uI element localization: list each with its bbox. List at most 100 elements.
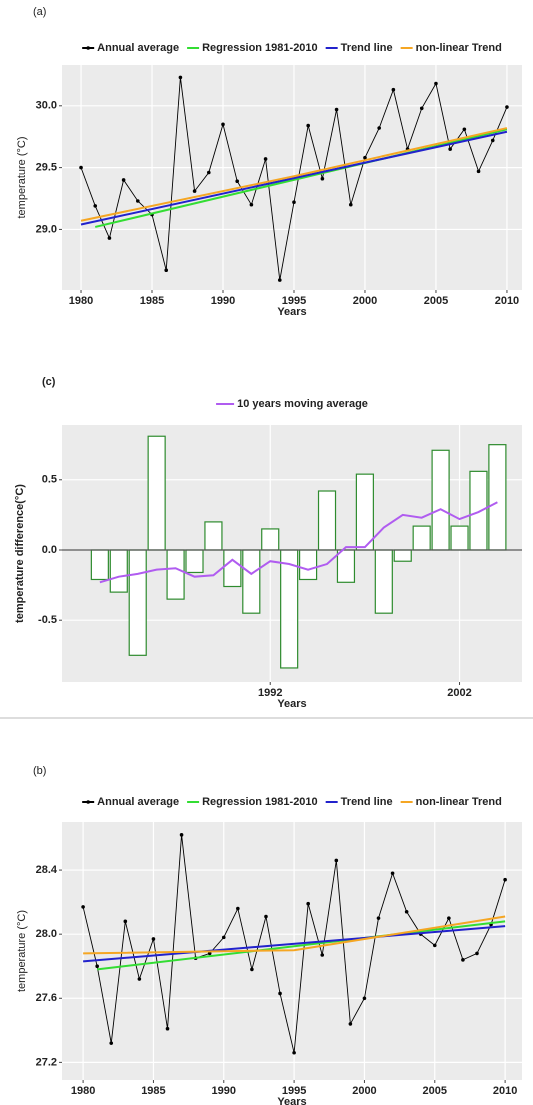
x-axis-label: Years: [277, 1096, 306, 1105]
point: [432, 943, 437, 948]
bar: [166, 549, 185, 600]
y-axis-label: temperature (°C): [16, 910, 28, 992]
point: [81, 905, 85, 909]
point: [404, 909, 409, 914]
bar: [261, 528, 280, 551]
legend-label: Trend line: [341, 796, 393, 808]
point: [277, 278, 282, 282]
legend-label: 10 years moving average: [237, 398, 368, 410]
legend: Annual average Regression 1981-2010 Trend …: [82, 796, 502, 808]
point: [292, 1050, 296, 1055]
point: [263, 157, 268, 161]
bar: [147, 435, 166, 551]
series-line: [94, 128, 508, 228]
point: [79, 165, 83, 170]
point: [434, 81, 438, 86]
point: [475, 951, 479, 956]
y-tick-label: 29.5: [36, 162, 57, 174]
x-tick-label: 2010: [493, 1085, 517, 1097]
bar: [431, 449, 450, 551]
bar: [223, 549, 242, 588]
series-line: [99, 501, 498, 584]
bar: [204, 521, 223, 551]
point: [121, 178, 126, 182]
point: [136, 199, 140, 203]
point: [448, 147, 452, 151]
bar: [450, 525, 469, 551]
series-line: [80, 130, 508, 226]
y-tick-label: 0.5: [42, 474, 57, 486]
bar: [374, 549, 393, 614]
x-tick-label: 1980: [69, 295, 93, 307]
y-tick-label: 28.4: [36, 864, 58, 876]
point: [363, 155, 367, 160]
point: [192, 189, 197, 193]
x-tick-label: 2005: [423, 1085, 447, 1097]
x-tick-label: 1995: [282, 295, 306, 307]
bar: [298, 549, 318, 581]
point: [462, 127, 467, 132]
point: [348, 202, 353, 207]
bar: [128, 549, 147, 656]
bar: [185, 549, 204, 574]
bar: [280, 549, 299, 669]
panel-label: (a): [33, 6, 46, 18]
point: [292, 200, 296, 205]
point: [95, 964, 99, 969]
point: [306, 901, 310, 906]
point: [278, 991, 282, 996]
legend-marker: [86, 46, 90, 50]
point: [334, 107, 339, 112]
point: [109, 1041, 114, 1045]
point: [362, 996, 367, 1001]
point: [391, 87, 396, 92]
legend: 10 years moving average: [216, 398, 368, 410]
point: [490, 138, 495, 143]
x-tick-label: 2002: [447, 687, 471, 699]
series-line: [83, 915, 506, 955]
panel-label: (b): [33, 765, 46, 777]
x-tick-label: 1995: [282, 1085, 306, 1097]
point: [306, 123, 310, 128]
point: [264, 914, 268, 919]
x-tick-label: 1985: [141, 1085, 165, 1097]
bar: [412, 525, 431, 551]
series-line: [80, 127, 508, 222]
point: [461, 958, 465, 962]
point: [236, 906, 240, 911]
point: [93, 204, 98, 208]
bar: [242, 549, 261, 614]
legend-label: Trend line: [341, 42, 393, 54]
point: [207, 170, 211, 175]
point: [320, 176, 325, 181]
bar: [109, 549, 128, 593]
point: [505, 105, 509, 109]
legend-label: non-linear Trend: [416, 796, 502, 808]
point: [179, 833, 184, 837]
point: [376, 916, 381, 920]
legend-marker: [86, 800, 90, 804]
y-tick-label: 0.0: [42, 544, 57, 556]
x-tick-label: 1990: [212, 1085, 236, 1097]
point: [221, 122, 225, 127]
point: [235, 179, 239, 184]
point: [348, 1022, 353, 1026]
point: [178, 75, 183, 80]
legend-label: Regression 1981-2010: [202, 42, 318, 54]
point: [250, 967, 254, 972]
x-tick-label: 1980: [71, 1085, 95, 1097]
point: [164, 268, 169, 273]
y-tick-label: 28.0: [36, 928, 57, 940]
point: [151, 937, 156, 941]
x-tick-label: 1985: [140, 295, 164, 307]
legend-label: non-linear Trend: [416, 42, 502, 54]
bar: [317, 490, 337, 551]
legend-label: Annual average: [97, 42, 179, 54]
panel-label: (c): [42, 376, 56, 388]
legend-label: Annual average: [97, 796, 179, 808]
series-line: [83, 925, 506, 963]
series-line: [97, 920, 506, 971]
point: [390, 871, 395, 876]
x-axis-label: Years: [277, 306, 306, 318]
point: [377, 126, 381, 130]
